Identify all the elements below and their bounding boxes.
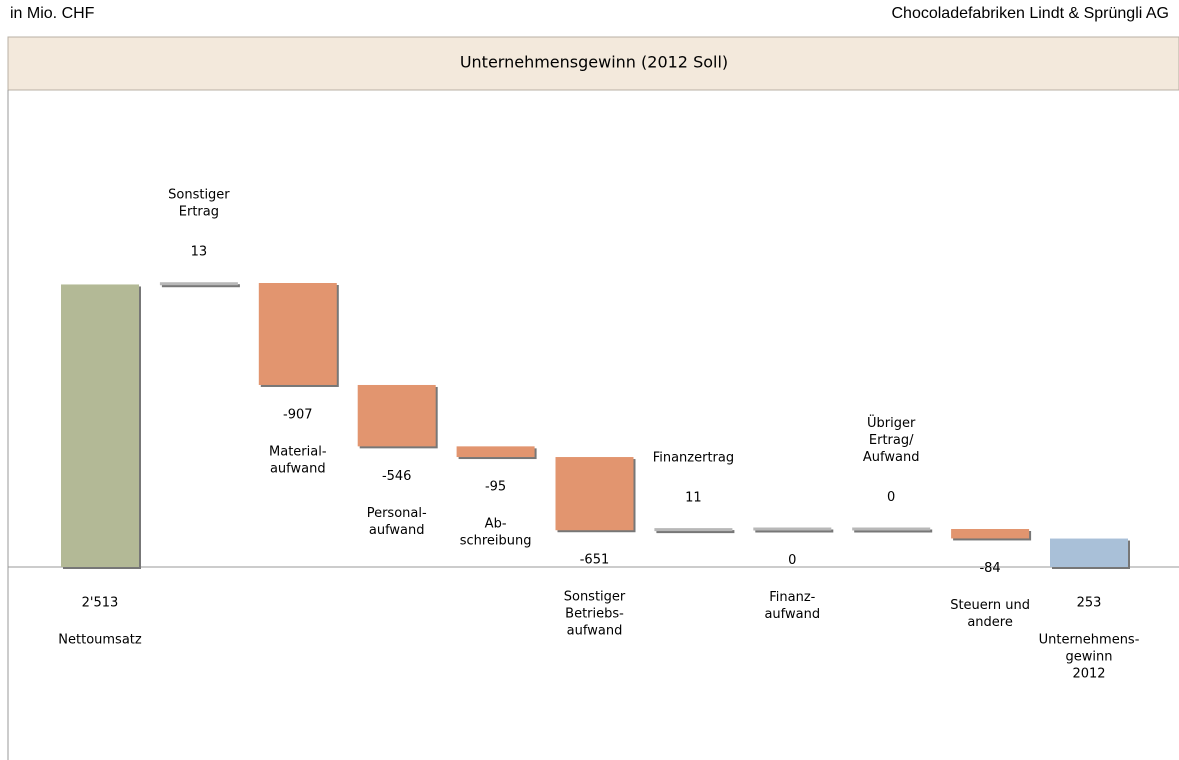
- category-label: Sonstiger: [564, 590, 626, 605]
- category-label: Übriger: [867, 414, 916, 431]
- value-label: 0: [887, 490, 895, 505]
- category-label: Steuern und: [950, 598, 1030, 613]
- bar: [357, 384, 436, 447]
- bar: [1050, 538, 1128, 567]
- value-label: -95: [485, 480, 506, 495]
- category-label: aufwand: [369, 523, 425, 538]
- category-label: Finanzertrag: [653, 451, 734, 466]
- bar: [951, 528, 1030, 539]
- bar: [61, 284, 139, 567]
- company: Chocoladefabriken Lindt & Sprüngli AG: [891, 5, 1169, 22]
- bar-shadow: [854, 529, 933, 533]
- value-label: 11: [685, 491, 702, 506]
- value-label: 253: [1077, 596, 1102, 611]
- unit-note: in Mio. CHF: [10, 5, 95, 22]
- category-label: Unternehmens-: [1039, 633, 1140, 648]
- category-label: Aufwand: [863, 450, 920, 465]
- category-label: Personal-: [367, 506, 427, 521]
- bar-shadow: [755, 529, 834, 533]
- category-label: Ertrag: [179, 205, 219, 220]
- value-label: -907: [283, 407, 313, 422]
- value-label: 13: [191, 245, 208, 260]
- category-label: gewinn: [1066, 650, 1113, 665]
- bar-shadow: [161, 284, 240, 288]
- bar: [258, 283, 337, 385]
- category-label: Material-: [269, 444, 327, 459]
- bar: [456, 446, 535, 458]
- value-label: 0: [788, 553, 796, 568]
- value-label: 2'513: [82, 596, 119, 611]
- title-band: [7, 36, 1179, 91]
- category-label: aufwand: [567, 624, 623, 639]
- category-label: aufwand: [270, 461, 326, 476]
- category-label: schreibung: [460, 534, 532, 549]
- chart-title: Unternehmensgewinn (2012 Soll): [460, 53, 728, 72]
- category-label: aufwand: [764, 607, 820, 622]
- value-label: -651: [580, 553, 610, 568]
- value-label: -546: [382, 469, 412, 484]
- category-label: Ertrag/: [869, 433, 914, 448]
- bar: [555, 457, 634, 531]
- category-label: Ab-: [485, 517, 507, 532]
- bar-shadow: [656, 530, 735, 534]
- category-label: 2012: [1072, 667, 1105, 682]
- bar: [852, 527, 931, 531]
- bar: [159, 282, 238, 286]
- bar: [654, 528, 733, 532]
- category-label: andere: [967, 615, 1013, 630]
- category-label: Finanz-: [769, 590, 815, 605]
- value-label: -84: [979, 561, 1000, 576]
- bar: [753, 527, 832, 531]
- category-label: Betriebs-: [565, 607, 624, 622]
- category-label: Nettoumsatz: [58, 633, 142, 648]
- category-label: Sonstiger: [168, 188, 230, 203]
